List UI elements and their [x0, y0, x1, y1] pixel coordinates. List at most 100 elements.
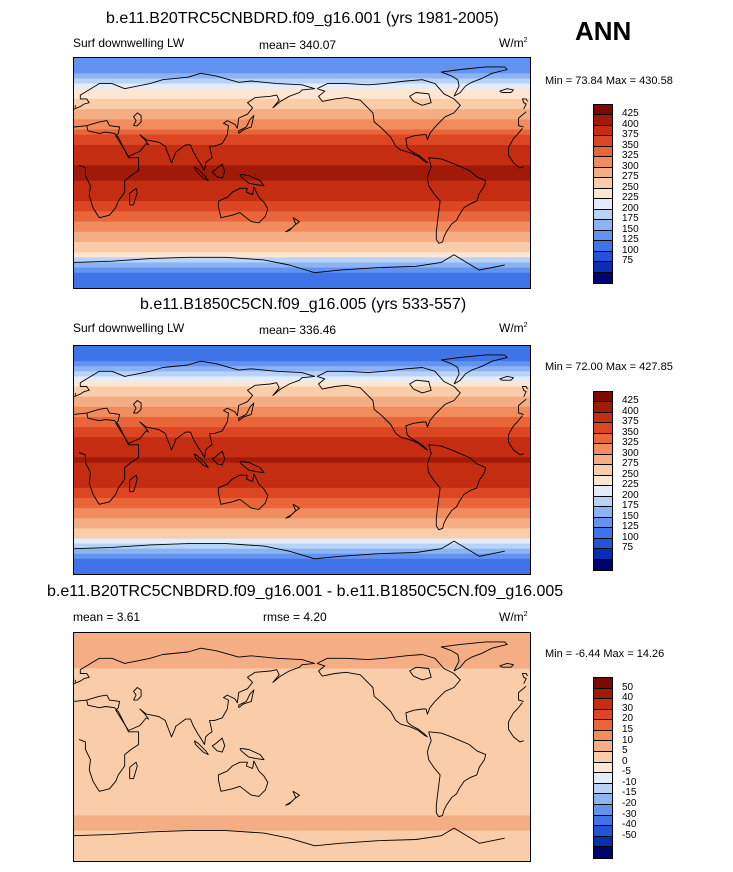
lat-band: [74, 165, 530, 172]
lat-band: [74, 257, 530, 264]
colorbar-tick-label: 10: [622, 734, 634, 746]
colorbar-tick-label: 200: [622, 489, 639, 501]
lat-band: [74, 658, 530, 664]
lat-band: [74, 206, 530, 212]
colorbar-tick-label: 225: [622, 192, 639, 204]
panel3-title: b.e11.B20TRC5CNBDRD.f09_g16.001 - b.e11.…: [47, 583, 564, 600]
coastline-new-guinea: [239, 173, 265, 187]
colorbar-swatch: [594, 549, 612, 560]
lat-band: [74, 693, 530, 700]
colorbar-swatch: [594, 815, 612, 827]
lat-band: [74, 633, 530, 639]
colorbar-tick-label: 0: [622, 755, 628, 767]
lat-band: [74, 119, 530, 126]
colorbar-tick-label: 275: [622, 458, 639, 470]
colorbar-tick-label: 350: [622, 426, 639, 438]
colorbar-swatch: [594, 178, 612, 189]
lat-band: [74, 764, 530, 771]
lat-band: [74, 503, 530, 509]
colorbar-tick-label: 350: [622, 139, 639, 151]
coastline-antarctica: [74, 540, 505, 560]
lat-band: [74, 63, 530, 69]
colorbar-swatch: [594, 709, 612, 721]
colorbar-tick-label: 175: [622, 500, 639, 512]
coastline-hudson-bay: [409, 666, 432, 681]
lat-band: [74, 815, 530, 822]
colorbar-swatch: [594, 392, 612, 403]
lat-band: [74, 139, 530, 146]
lat-band: [74, 411, 530, 418]
lat-band: [74, 437, 530, 443]
colorbar-swatch: [594, 517, 612, 529]
lat-band: [74, 282, 530, 288]
lat-band: [74, 472, 530, 479]
colorbar-swatch: [594, 826, 612, 837]
lat-band: [74, 351, 530, 357]
lat-band: [74, 805, 530, 811]
colorbar-swatch: [594, 412, 612, 424]
colorbar-tick-label: 375: [622, 129, 639, 141]
lat-band: [74, 196, 530, 202]
colorbar-tick-label: 275: [622, 171, 639, 183]
colorbar-tick-label: 375: [622, 416, 639, 428]
coastline-africa: [78, 412, 524, 505]
lat-band: [74, 653, 530, 659]
colorbar-tick-label: 30: [622, 702, 634, 714]
lat-band: [74, 553, 530, 560]
colorbar-swatch: [594, 115, 612, 126]
coastline-eurasia: [74, 360, 527, 458]
colorbar-tick-label: 100: [622, 244, 639, 256]
lat-band: [74, 457, 530, 464]
coastline-iceland: [499, 662, 514, 668]
coastline-caspian-sea: [133, 687, 142, 701]
lat-band: [74, 759, 530, 766]
lat-band: [74, 134, 530, 141]
colorbar-swatch: [594, 836, 612, 848]
colorbar-swatch: [594, 678, 612, 689]
lat-band: [74, 221, 530, 228]
lat-band: [74, 211, 530, 218]
coastline-uk: [74, 98, 528, 110]
lat-band: [74, 477, 530, 484]
colorbar-tick-label: 325: [622, 437, 639, 449]
lat-band: [74, 201, 530, 207]
colorbar-tick-label: -15: [622, 787, 637, 799]
colorbar-swatch: [594, 157, 612, 168]
coastline-eurasia: [74, 72, 527, 171]
lat-band: [74, 548, 530, 555]
colorbar-swatch: [594, 804, 612, 816]
coastline-borneo: [211, 163, 226, 179]
lat-band: [74, 714, 530, 720]
lat-band: [74, 709, 530, 715]
lat-band: [74, 543, 530, 550]
lat-band: [74, 442, 530, 448]
lat-band: [74, 558, 530, 565]
coastline-madagascar: [129, 761, 138, 780]
lat-band: [74, 513, 530, 519]
panel3-units: W/m2: [499, 610, 528, 624]
colorbar-tick-label: 125: [622, 521, 639, 533]
colorbar-swatch: [594, 730, 612, 742]
lat-band: [74, 170, 530, 177]
lat-band: [74, 150, 530, 156]
colorbar-swatch: [594, 847, 612, 858]
colorbar-tick-label: 175: [622, 213, 639, 225]
lat-band: [74, 252, 530, 258]
lat-band: [74, 104, 530, 110]
panel2-mean-label: mean= 336.46: [259, 323, 337, 337]
panel2-title: b.e11.B1850C5CN.f09_g16.005 (yrs 533-557…: [140, 296, 467, 313]
colorbar-tick-label: 75: [622, 542, 634, 554]
coastline-greenland: [440, 354, 508, 385]
lat-band: [74, 668, 530, 675]
lat-band: [74, 678, 530, 685]
colorbar-swatch: [594, 136, 612, 147]
lat-band: [74, 190, 530, 197]
lat-band: [74, 401, 530, 408]
lat-band: [74, 396, 530, 403]
colorbar-swatch: [594, 475, 612, 487]
coastline-new-guinea: [239, 460, 265, 474]
colorbar-swatch: [594, 105, 612, 116]
colorbar-tick-label: 325: [622, 150, 639, 162]
lat-band: [74, 272, 530, 279]
colorbar-swatch: [594, 496, 612, 508]
